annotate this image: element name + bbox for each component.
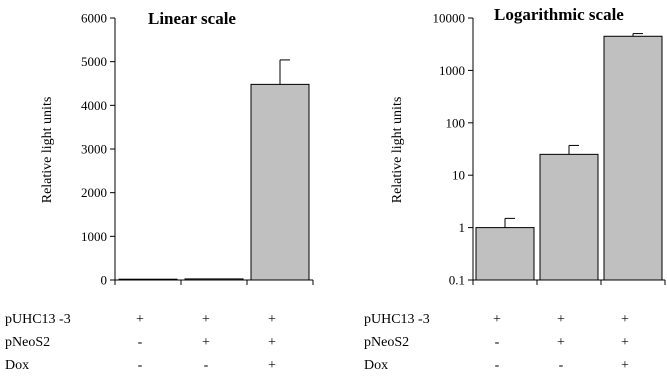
bar (539, 153, 599, 281)
bar (184, 278, 244, 281)
condition-mark: - (204, 358, 209, 373)
condition-mark: + (202, 312, 210, 327)
condition-mark: + (268, 335, 276, 350)
condition-mark: + (621, 335, 629, 350)
log-y-axis-label: Relative light units (390, 97, 405, 204)
condition-label: pNeoS2 (364, 335, 409, 350)
linear-chart: Linear scale Relative light units 0 1000 2… (40, 9, 314, 288)
y-tick-label: 2000 (81, 185, 107, 200)
condition-mark: - (138, 358, 143, 373)
condition-mark: - (495, 358, 500, 373)
y-tick-label: 1000 (439, 63, 465, 78)
linear-y-ticks: 0 1000 2000 3000 4000 5000 6000 (81, 11, 115, 288)
y-tick-label: 10 (452, 168, 465, 183)
y-tick-label: 100 (446, 115, 466, 130)
condition-mark: + (202, 335, 210, 350)
log-chart: Logarithmic scale Relative light units 0… (390, 5, 666, 288)
y-tick-label: 0 (101, 273, 108, 288)
condition-mark: + (268, 358, 276, 373)
condition-mark: + (268, 312, 276, 327)
condition-mark: - (559, 358, 564, 373)
condition-mark: - (495, 335, 500, 350)
y-tick-label: 0.1 (449, 273, 465, 288)
log-bars (475, 33, 663, 281)
condition-label: pUHC13 -3 (364, 312, 430, 327)
y-tick-label: 10000 (433, 11, 466, 26)
condition-label: pNeoS2 (5, 335, 50, 350)
linear-chart-title: Linear scale (148, 9, 236, 28)
y-tick-label: 1000 (81, 229, 107, 244)
condition-mark: + (557, 335, 565, 350)
condition-label: pUHC13 -3 (5, 312, 71, 327)
bar (118, 278, 178, 281)
condition-mark: - (138, 335, 143, 350)
condition-mark: + (493, 312, 501, 327)
bar (475, 227, 535, 281)
y-tick-label: 6000 (81, 11, 107, 26)
linear-bars (118, 59, 310, 281)
condition-label: Dox (364, 358, 388, 373)
log-y-ticks: 0.1 1 10 100 1000 10000 (433, 11, 473, 288)
condition-mark: + (557, 312, 565, 327)
log-chart-title: Logarithmic scale (494, 5, 624, 24)
y-tick-label: 4000 (81, 98, 107, 113)
y-tick-label: 3000 (81, 142, 107, 157)
condition-mark: + (621, 358, 629, 373)
condition-mark: + (136, 312, 144, 327)
linear-conditions: pUHC13 -3 + + + pNeoS2 - + + Dox - - + (5, 312, 276, 373)
y-tick-label: 5000 (81, 54, 107, 69)
condition-mark: + (621, 312, 629, 327)
condition-label: Dox (5, 358, 29, 373)
bar (250, 83, 310, 281)
y-tick-label: 1 (459, 220, 466, 235)
linear-y-axis-label: Relative light units (40, 97, 55, 204)
log-conditions: pUHC13 -3 + + + pNeoS2 - + + Dox - - + (364, 312, 629, 373)
bar (603, 35, 663, 281)
